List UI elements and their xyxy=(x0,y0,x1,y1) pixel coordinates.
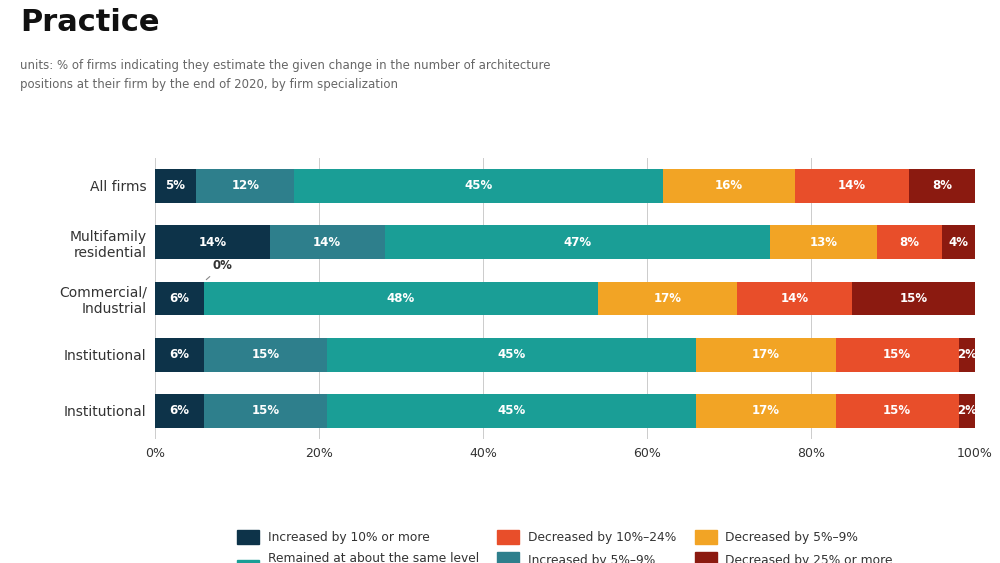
Text: 12%: 12% xyxy=(231,179,259,193)
Text: 8%: 8% xyxy=(932,179,952,193)
Bar xyxy=(909,169,975,203)
Text: 2%: 2% xyxy=(957,348,977,361)
Text: 17%: 17% xyxy=(654,292,682,305)
Bar xyxy=(385,225,770,259)
Bar xyxy=(270,225,385,259)
Bar xyxy=(327,338,696,372)
Text: 6%: 6% xyxy=(170,348,190,361)
Text: 17%: 17% xyxy=(752,404,780,418)
Text: 16%: 16% xyxy=(715,179,743,193)
Bar xyxy=(663,169,795,203)
Bar xyxy=(770,225,877,259)
Bar xyxy=(852,282,975,315)
Bar xyxy=(795,169,909,203)
Bar xyxy=(155,282,204,315)
Text: 6%: 6% xyxy=(170,292,190,305)
Bar xyxy=(877,225,942,259)
Text: 15%: 15% xyxy=(883,404,911,418)
Bar xyxy=(204,282,598,315)
Text: 8%: 8% xyxy=(899,235,919,249)
Bar xyxy=(942,225,975,259)
Bar xyxy=(737,282,852,315)
Text: 15%: 15% xyxy=(899,292,928,305)
Text: 15%: 15% xyxy=(252,348,280,361)
Bar xyxy=(155,225,270,259)
Text: 14%: 14% xyxy=(781,292,809,305)
Bar xyxy=(196,169,294,203)
Legend: Increased by 10% or more, Remained at about the same level
as at the beginning o: Increased by 10% or more, Remained at ab… xyxy=(237,530,893,563)
Bar xyxy=(598,282,737,315)
Text: 5%: 5% xyxy=(166,179,186,193)
Text: 6%: 6% xyxy=(170,404,190,418)
Text: Practice: Practice xyxy=(20,8,160,38)
Text: 14%: 14% xyxy=(198,235,226,249)
Text: 14%: 14% xyxy=(313,235,341,249)
Text: 45%: 45% xyxy=(498,404,526,418)
Text: 48%: 48% xyxy=(387,292,415,305)
Bar xyxy=(155,394,204,428)
Bar xyxy=(836,338,959,372)
Bar xyxy=(155,169,196,203)
Text: units: % of firms indicating they estimate the given change in the number of arc: units: % of firms indicating they estima… xyxy=(20,59,550,91)
Text: 4%: 4% xyxy=(949,235,969,249)
Bar xyxy=(959,394,975,428)
Text: 2%: 2% xyxy=(957,404,977,418)
Text: 15%: 15% xyxy=(883,348,911,361)
Text: 17%: 17% xyxy=(752,348,780,361)
Text: 45%: 45% xyxy=(498,348,526,361)
Bar xyxy=(959,338,975,372)
Bar xyxy=(327,394,696,428)
Bar xyxy=(204,394,327,428)
Bar xyxy=(836,394,959,428)
Text: 47%: 47% xyxy=(563,235,591,249)
Text: 14%: 14% xyxy=(838,179,866,193)
Bar xyxy=(696,338,836,372)
Text: 13%: 13% xyxy=(809,235,837,249)
Bar xyxy=(155,338,204,372)
Bar xyxy=(204,338,327,372)
Bar xyxy=(294,169,663,203)
Bar xyxy=(696,394,836,428)
Text: 45%: 45% xyxy=(465,179,493,193)
Text: 15%: 15% xyxy=(252,404,280,418)
Text: 0%: 0% xyxy=(206,259,232,280)
